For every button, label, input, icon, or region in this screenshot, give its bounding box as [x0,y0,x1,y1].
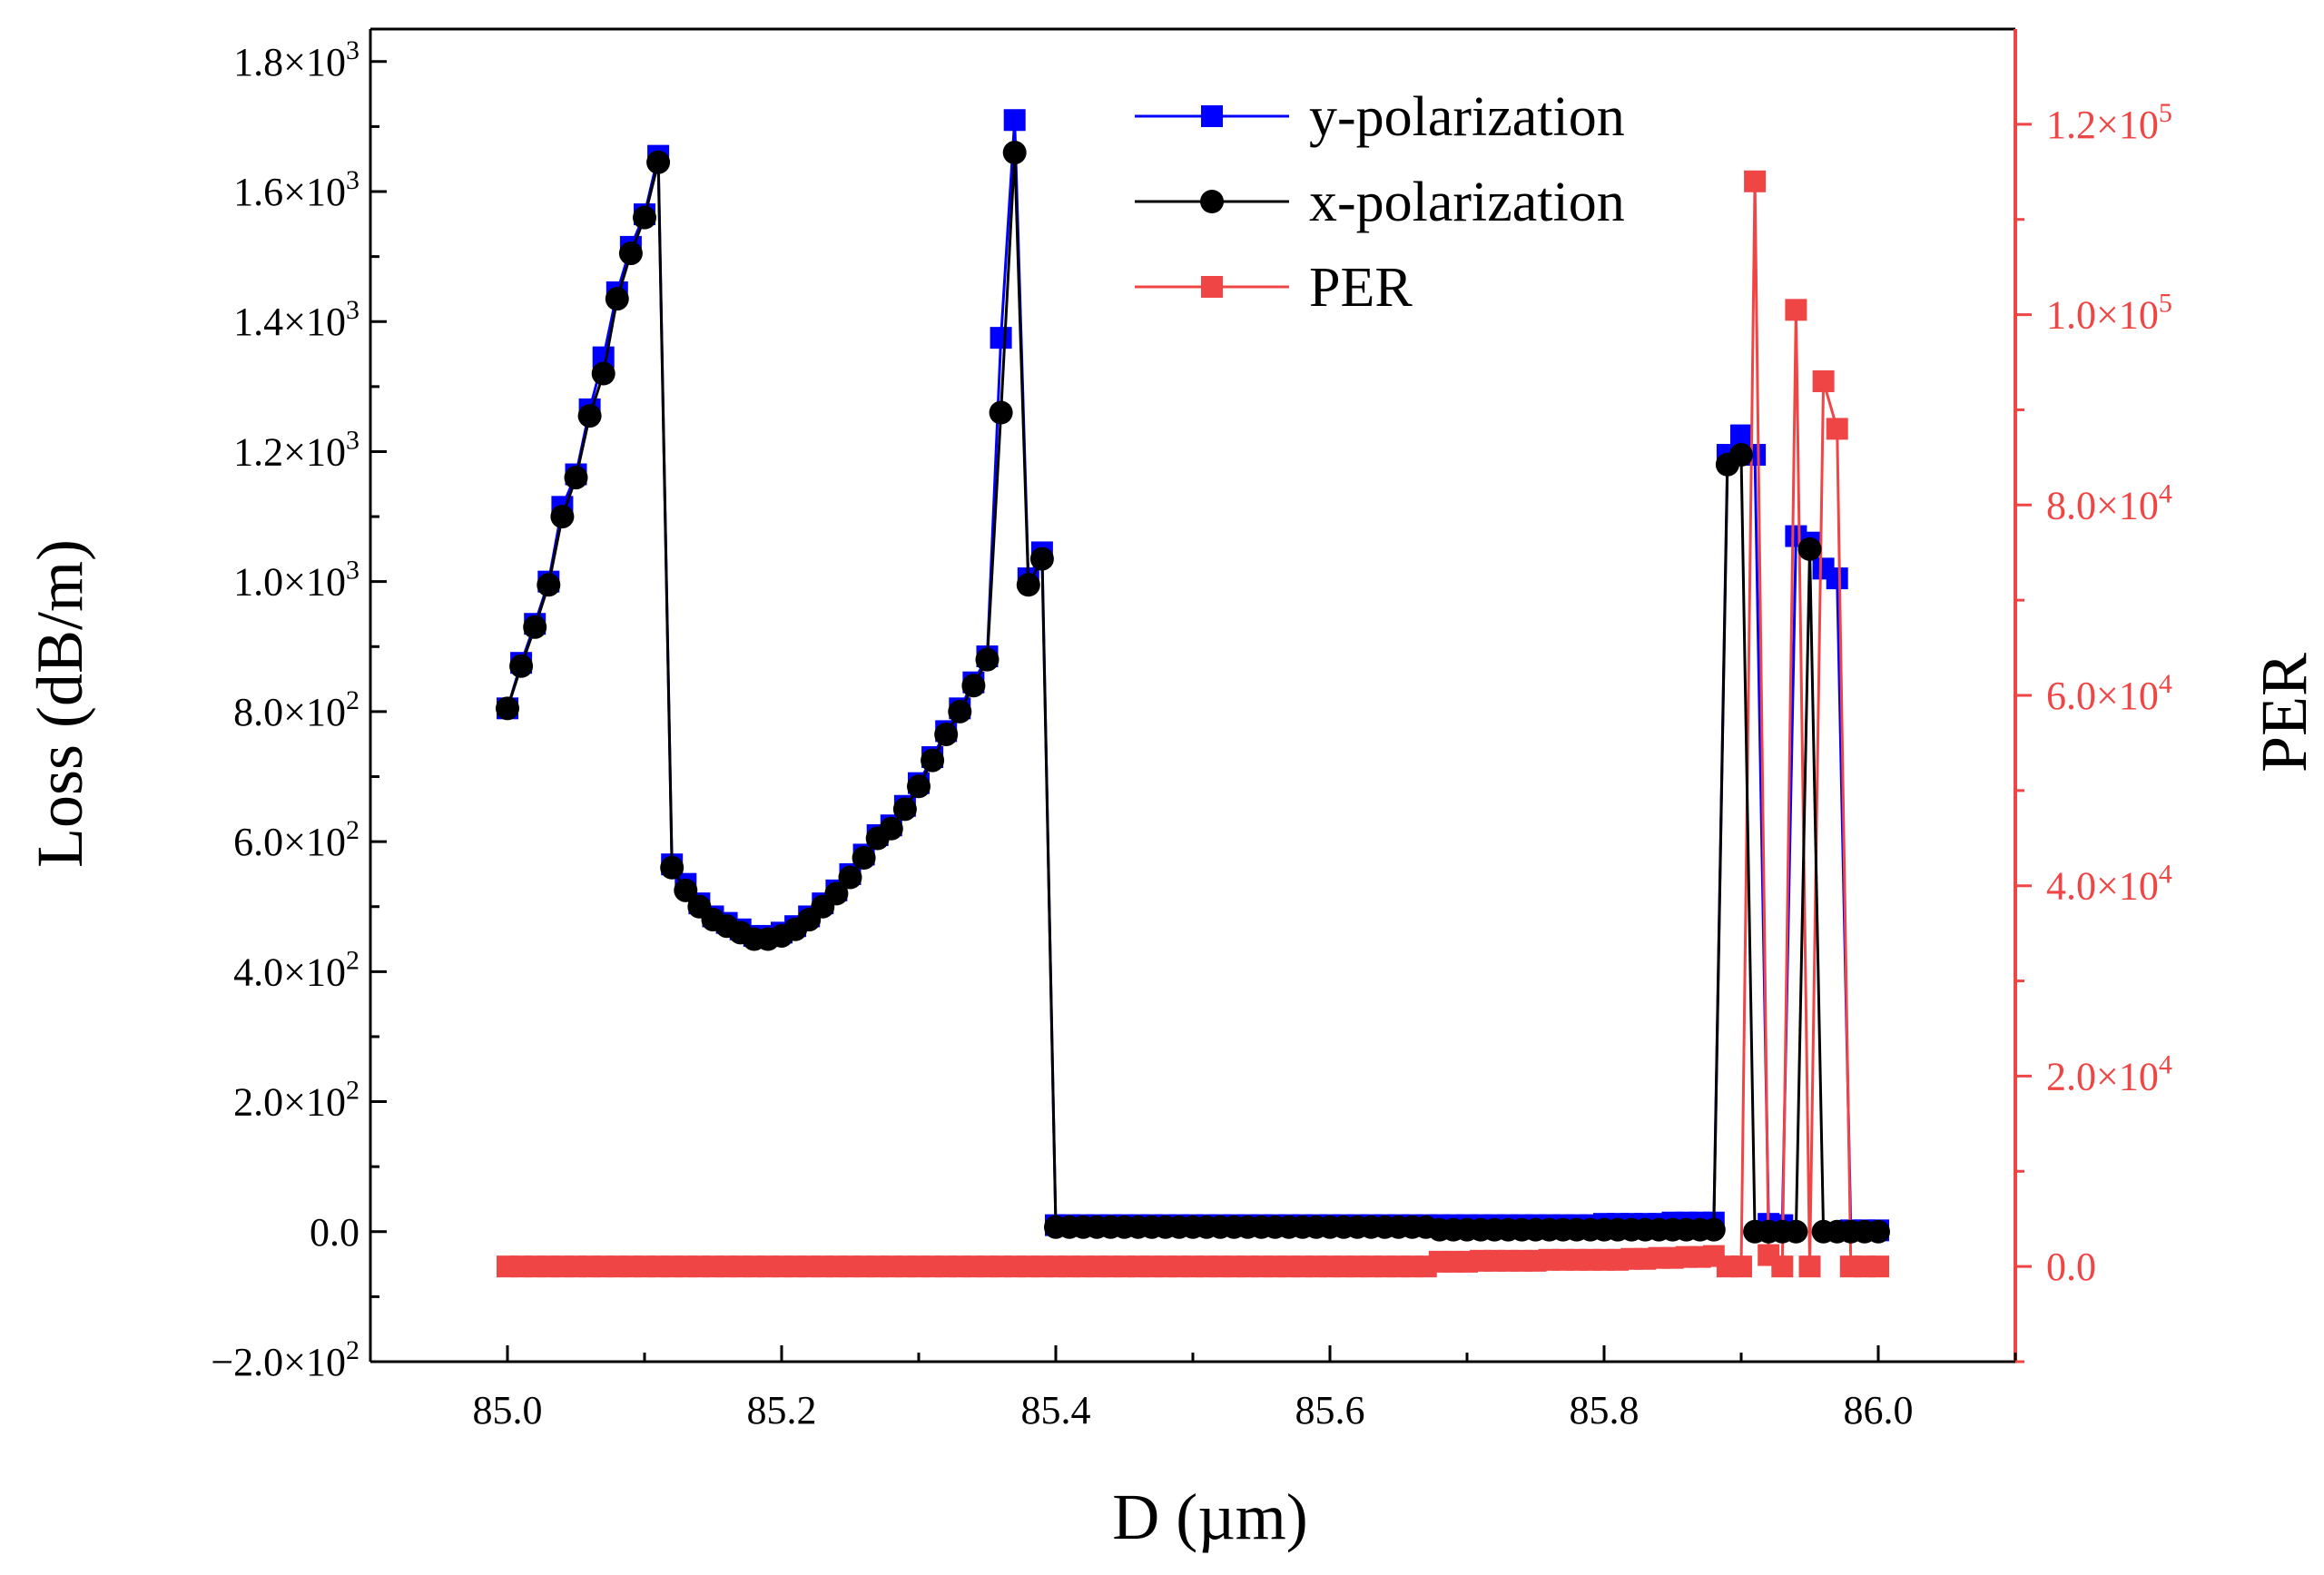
x-tick-label: 85.2 [747,1388,817,1432]
x-axis-title: D (µm) [1112,1481,1307,1553]
y2-tick-label: 1.0×105 [2046,289,2172,338]
data-point-PER [1744,170,1767,192]
data-point-x-polarization [496,696,519,721]
data-point-y-polarization [1730,424,1752,447]
series-layer [496,109,1890,1278]
data-point-x-polarization [660,855,684,880]
data-point-x-polarization [550,505,575,529]
data-point-x-polarization [605,287,629,311]
data-point-x-polarization [591,361,615,386]
data-point-x-polarization [892,797,917,822]
data-point-PER [1812,369,1835,392]
y-tick-label: 1.6×103 [233,165,359,214]
y-tick-label: 8.0×102 [233,685,359,734]
legend-label-x-polarization: x-polarization [1309,172,1625,233]
data-point-x-polarization [852,846,876,871]
data-point-x-polarization [824,881,849,906]
data-point-x-polarization [523,615,547,639]
y-tick-label: −2.0×102 [211,1335,359,1384]
legend-marker-PER [1201,276,1223,298]
legend-item-x-polarization: x-polarization [1135,172,1625,233]
data-point-x-polarization [879,816,903,841]
y-tick-label: 6.0×102 [233,815,359,864]
y2-tick-label: 0.0 [2046,1245,2096,1289]
data-point-x-polarization [934,722,959,746]
data-point-PER [1867,1255,1889,1278]
y2-tick-label: 6.0×104 [2046,669,2172,718]
y-tick-label: 0.0 [310,1210,359,1255]
data-point-PER [1826,418,1848,440]
data-point-PER [1771,1255,1794,1278]
data-point-x-polarization [618,241,643,266]
legend-item-y-polarization: y-polarization [1135,86,1625,148]
data-point-x-polarization [1016,573,1040,597]
y-axis-title: Loss (dB/m) [24,539,96,868]
legend-marker-x-polarization [1200,190,1224,213]
y2-tick-label: 2.0×104 [2046,1049,2172,1098]
data-point-x-polarization [1701,1217,1726,1242]
legend-item-PER: PER [1135,257,1413,319]
legend-marker-y-polarization [1201,105,1223,127]
x-tick-label: 85.8 [1570,1388,1640,1432]
legend-label-PER: PER [1309,257,1413,319]
data-point-x-polarization [921,748,945,773]
y-tick-label: 1.4×103 [233,295,359,344]
y2-tick-label: 4.0×104 [2046,860,2172,909]
x-tick-label: 85.6 [1295,1388,1365,1432]
axes-layer: 85.0 85.2 85.4 85.6 85.8 86.0 −2.0×102 0.0 2.0×1… [211,27,2172,1432]
data-point-x-polarization [577,404,602,428]
y-tick-label: 1.2×103 [233,425,359,474]
x-tick-label: 85.4 [1021,1388,1091,1432]
data-point-x-polarization [948,699,972,724]
y2-tick-label: 1.2×105 [2046,98,2172,147]
data-point-x-polarization [633,205,656,230]
series-x-polarization [496,141,1890,1244]
y2-axis-title: PER [2248,653,2320,773]
data-point-x-polarization [674,878,698,902]
data-point-y-polarization [1826,567,1848,590]
data-point-PER [1798,1255,1821,1278]
data-point-x-polarization [1784,1219,1808,1244]
x-tick-label: 86.0 [1844,1388,1914,1432]
data-point-x-polarization [537,573,561,597]
data-point-x-polarization [961,674,986,698]
data-point-x-polarization [1002,141,1027,165]
data-point-x-polarization [509,654,534,678]
x-tick-label: 85.0 [473,1388,543,1432]
y-tick-label: 1.8×103 [233,35,359,84]
y2-tick-label: 8.0×104 [2046,478,2172,527]
legend: y-polarization x-polarization PER [1135,86,1625,319]
data-point-x-polarization [1029,546,1054,571]
data-point-PER [1785,299,1807,321]
data-point-x-polarization [975,647,1000,672]
data-point-x-polarization [989,400,1013,425]
legend-label-y-polarization: y-polarization [1309,86,1625,148]
data-point-x-polarization [646,150,671,174]
data-point-y-polarization [990,327,1012,349]
data-point-PER [1730,1255,1752,1278]
data-point-x-polarization [838,865,862,890]
data-point-x-polarization [564,466,588,490]
y-tick-label: 1.0×103 [233,556,359,605]
y-tick-label: 4.0×102 [233,945,359,994]
y-tick-label: 2.0×102 [233,1076,359,1125]
data-point-x-polarization [1866,1219,1890,1244]
series-PER [497,170,1889,1278]
data-point-x-polarization [1729,443,1753,468]
data-point-y-polarization [1003,109,1026,132]
data-point-x-polarization [1797,536,1822,561]
data-point-x-polarization [907,774,931,799]
